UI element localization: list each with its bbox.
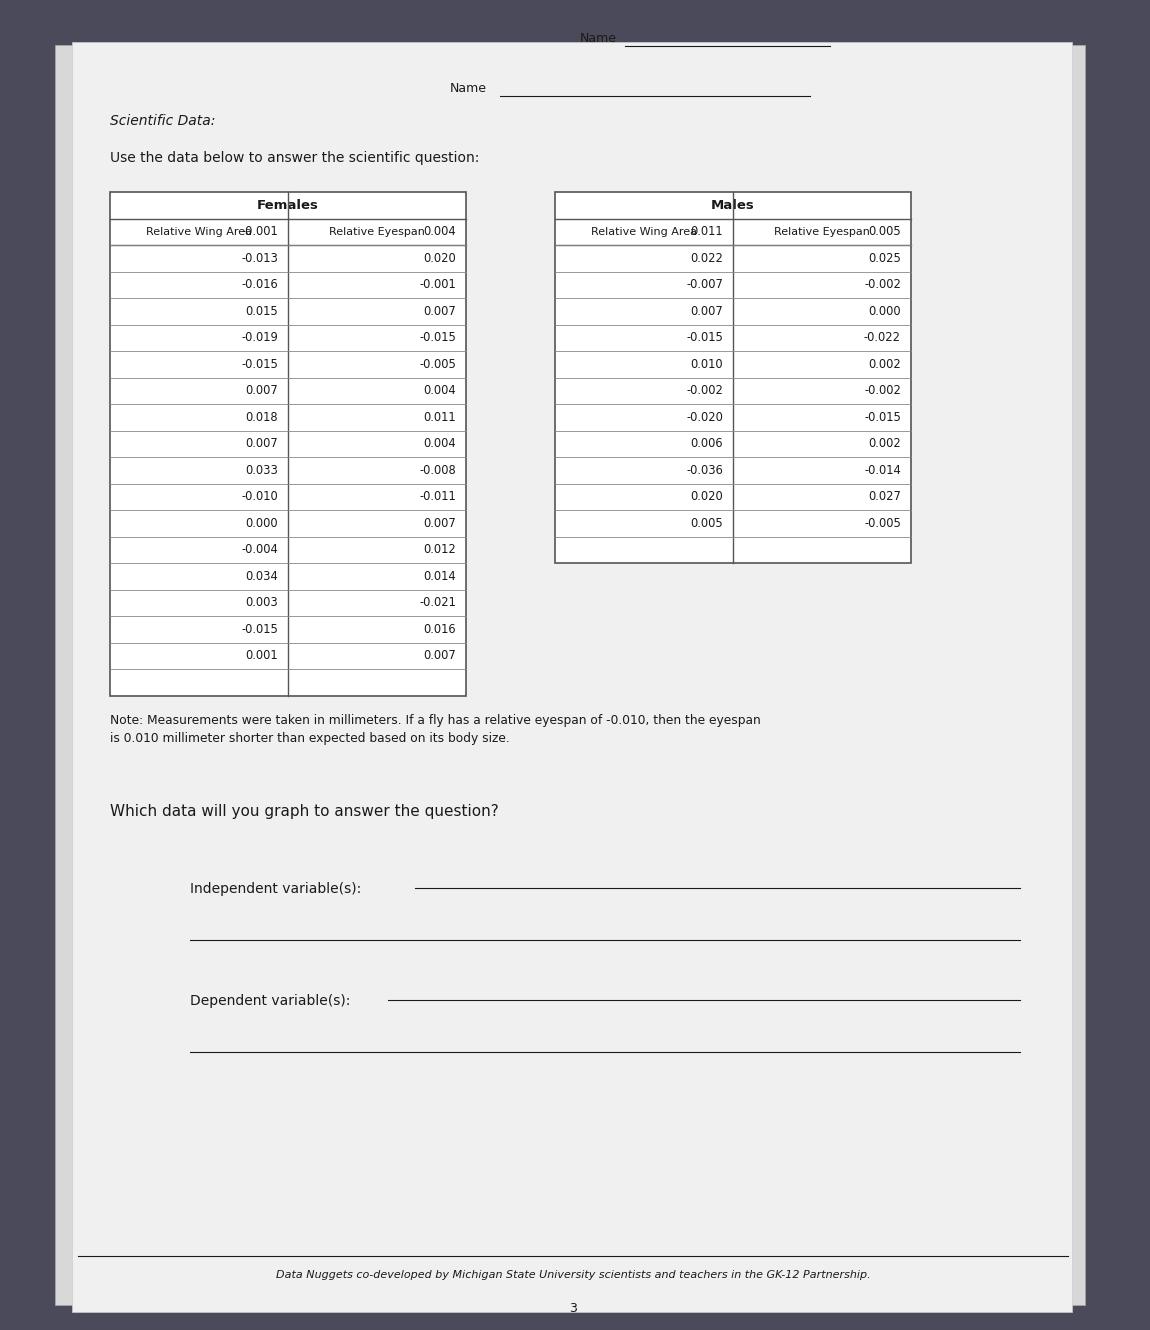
- Text: Name: Name: [450, 82, 486, 94]
- Text: -0.016: -0.016: [242, 278, 278, 291]
- Text: Scientific Data:: Scientific Data:: [110, 114, 215, 128]
- Text: 0.005: 0.005: [868, 225, 900, 238]
- Text: Dependent variable(s):: Dependent variable(s):: [190, 994, 351, 1008]
- Text: 0.015: 0.015: [245, 305, 278, 318]
- Text: 0.014: 0.014: [423, 569, 457, 583]
- Text: 0.004: 0.004: [423, 384, 457, 398]
- Text: -0.015: -0.015: [242, 358, 278, 371]
- Text: 0.018: 0.018: [245, 411, 278, 424]
- Text: -0.020: -0.020: [687, 411, 723, 424]
- Text: 0.016: 0.016: [423, 622, 457, 636]
- Text: 0.007: 0.007: [423, 649, 457, 662]
- Text: -0.004: -0.004: [242, 543, 278, 556]
- Text: 0.012: 0.012: [423, 543, 457, 556]
- Text: 0.003: 0.003: [245, 596, 278, 609]
- Text: Note: Measurements were taken in millimeters. If a fly has a relative eyespan of: Note: Measurements were taken in millime…: [110, 713, 761, 745]
- Text: -0.036: -0.036: [687, 464, 723, 476]
- Text: -0.015: -0.015: [242, 622, 278, 636]
- Text: -0.015: -0.015: [687, 331, 723, 344]
- Text: 0.025: 0.025: [868, 251, 900, 265]
- Text: 0.004: 0.004: [423, 438, 457, 451]
- Text: 0.000: 0.000: [868, 305, 900, 318]
- Text: 0.027: 0.027: [868, 491, 900, 503]
- Text: 0.001: 0.001: [245, 649, 278, 662]
- Text: -0.002: -0.002: [687, 384, 723, 398]
- Text: -0.007: -0.007: [687, 278, 723, 291]
- Text: 0.011: 0.011: [423, 411, 457, 424]
- Text: -0.021: -0.021: [419, 596, 457, 609]
- Text: -0.015: -0.015: [419, 331, 457, 344]
- Text: 0.002: 0.002: [868, 438, 900, 451]
- Text: 0.006: 0.006: [690, 438, 723, 451]
- FancyBboxPatch shape: [110, 192, 466, 696]
- Text: -0.022: -0.022: [864, 331, 900, 344]
- Text: -0.002: -0.002: [864, 278, 900, 291]
- FancyBboxPatch shape: [72, 43, 1072, 1311]
- Text: 0.002: 0.002: [868, 358, 900, 371]
- Text: 0.004: 0.004: [423, 225, 457, 238]
- Text: -0.001: -0.001: [242, 225, 278, 238]
- Text: 0.007: 0.007: [423, 305, 457, 318]
- Text: 0.005: 0.005: [690, 517, 723, 529]
- Text: -0.001: -0.001: [420, 278, 457, 291]
- FancyBboxPatch shape: [55, 45, 1084, 1305]
- Text: 0.034: 0.034: [245, 569, 278, 583]
- Text: -0.005: -0.005: [419, 358, 457, 371]
- Text: Independent variable(s):: Independent variable(s):: [190, 882, 361, 895]
- Text: Females: Females: [258, 198, 319, 211]
- Text: -0.015: -0.015: [864, 411, 900, 424]
- Text: -0.013: -0.013: [242, 251, 278, 265]
- Text: 0.010: 0.010: [690, 358, 723, 371]
- Text: Which data will you graph to answer the question?: Which data will you graph to answer the …: [110, 803, 499, 818]
- FancyBboxPatch shape: [555, 192, 911, 563]
- Text: Name: Name: [580, 32, 618, 45]
- Text: 0.007: 0.007: [423, 517, 457, 529]
- Text: Data Nuggets co-developed by Michigan State University scientists and teachers i: Data Nuggets co-developed by Michigan St…: [276, 1270, 871, 1279]
- Text: Relative Eyespan: Relative Eyespan: [774, 226, 869, 237]
- Text: 0.000: 0.000: [245, 517, 278, 529]
- Text: -0.002: -0.002: [864, 384, 900, 398]
- Text: Relative Wing Area: Relative Wing Area: [591, 226, 697, 237]
- Text: 0.007: 0.007: [690, 305, 723, 318]
- Text: 0.011: 0.011: [690, 225, 723, 238]
- Text: -0.019: -0.019: [242, 331, 278, 344]
- Text: Males: Males: [711, 198, 754, 211]
- Text: Relative Eyespan: Relative Eyespan: [329, 226, 426, 237]
- Text: 0.020: 0.020: [423, 251, 457, 265]
- Text: Relative Wing Area: Relative Wing Area: [146, 226, 252, 237]
- Text: 0.022: 0.022: [690, 251, 723, 265]
- Text: 0.020: 0.020: [690, 491, 723, 503]
- Text: 0.033: 0.033: [245, 464, 278, 476]
- Text: 3: 3: [569, 1302, 577, 1315]
- Text: Use the data below to answer the scientific question:: Use the data below to answer the scienti…: [110, 152, 480, 165]
- Text: -0.010: -0.010: [242, 491, 278, 503]
- Text: -0.014: -0.014: [865, 464, 900, 476]
- Text: 0.007: 0.007: [245, 384, 278, 398]
- Text: 0.007: 0.007: [245, 438, 278, 451]
- Text: -0.011: -0.011: [420, 491, 457, 503]
- Text: -0.008: -0.008: [420, 464, 457, 476]
- Text: -0.005: -0.005: [864, 517, 900, 529]
